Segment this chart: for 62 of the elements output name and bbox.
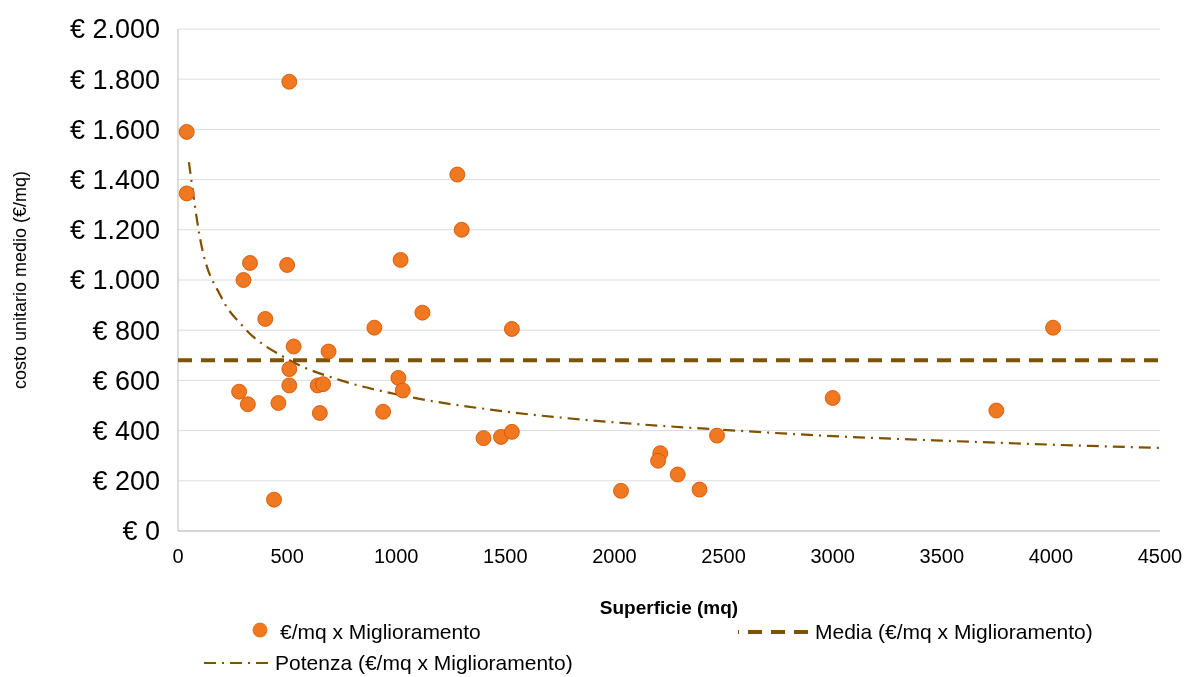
legend-label: €/mq x Miglioramento — [280, 620, 481, 644]
point — [375, 403, 392, 420]
point — [392, 252, 409, 268]
point — [390, 369, 407, 386]
point — [414, 304, 431, 321]
point — [988, 402, 1005, 419]
point — [279, 257, 296, 273]
legend-label: Media (€/mq x Miglioramento) — [815, 620, 1093, 644]
x-tick-label: 1000 — [373, 545, 419, 567]
point — [650, 452, 666, 469]
point — [1045, 319, 1061, 336]
point — [231, 383, 247, 400]
point — [315, 376, 332, 393]
point — [366, 319, 383, 336]
legend-label: Potenza (€/mq x Miglioramento) — [275, 651, 573, 675]
point — [178, 124, 195, 140]
point — [394, 382, 411, 399]
y-tick-label: € 1.400 — [69, 165, 160, 196]
point — [475, 430, 492, 447]
x-tick-label: 1500 — [483, 545, 528, 567]
y-tick-label: € 200 — [92, 466, 160, 497]
x-tick-label: 0 — [172, 545, 184, 567]
point — [503, 321, 520, 337]
point — [320, 343, 337, 360]
point — [257, 311, 274, 327]
point — [235, 272, 252, 288]
y-tick-label: € 0 — [122, 516, 160, 547]
y-tick-label: € 1.200 — [69, 215, 160, 246]
y-tick-label: € 2.000 — [69, 14, 160, 45]
point — [281, 73, 298, 90]
x-tick-label: 500 — [270, 545, 304, 567]
point — [281, 361, 298, 378]
point — [691, 481, 708, 498]
point — [266, 491, 282, 508]
y-tick-label: € 800 — [92, 315, 160, 346]
y-tick-label: € 1.000 — [69, 265, 160, 296]
point — [824, 390, 841, 406]
y-axis-title: costo unitario medio (€/mq) — [10, 170, 30, 390]
y-tick-label: € 600 — [92, 365, 160, 396]
x-tick-label: 3000 — [810, 545, 855, 567]
x-tick-label: 4500 — [1137, 545, 1183, 567]
point — [613, 482, 629, 499]
x-tick-label: 2500 — [701, 545, 746, 567]
point — [453, 221, 470, 238]
point — [239, 396, 256, 413]
x-axis-title: Superficie (mq) — [599, 597, 739, 618]
point — [709, 427, 725, 444]
point — [285, 338, 302, 355]
point — [311, 405, 328, 421]
point — [669, 466, 686, 483]
x-tick-label: 2000 — [592, 545, 637, 567]
y-tick-label: € 1.800 — [69, 64, 160, 95]
point — [270, 395, 287, 411]
x-tick-label: 4000 — [1028, 545, 1074, 567]
x-tick-label: 3500 — [919, 545, 965, 567]
y-tick-label: € 1.600 — [69, 114, 160, 145]
point — [242, 255, 258, 271]
point — [449, 166, 466, 183]
point — [503, 423, 520, 440]
point — [178, 185, 195, 202]
point — [281, 377, 298, 394]
y-tick-label: € 400 — [92, 416, 160, 447]
